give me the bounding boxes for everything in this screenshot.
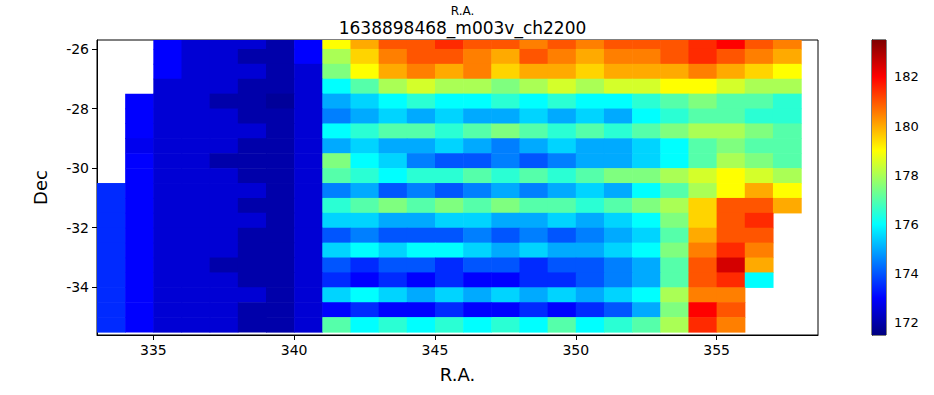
svg-text:-34: -34 xyxy=(66,279,89,295)
svg-text:-32: -32 xyxy=(66,220,89,236)
svg-text:345: 345 xyxy=(422,342,449,358)
svg-text:-30: -30 xyxy=(66,160,89,176)
svg-text:R.A.: R.A. xyxy=(451,4,475,18)
svg-text:355: 355 xyxy=(703,342,730,358)
svg-text:180: 180 xyxy=(894,119,919,134)
svg-text:172: 172 xyxy=(894,315,919,330)
svg-text:176: 176 xyxy=(894,217,919,232)
svg-text:Dec: Dec xyxy=(30,170,51,205)
svg-text:182: 182 xyxy=(894,69,919,84)
svg-text:335: 335 xyxy=(140,342,167,358)
svg-text:-28: -28 xyxy=(66,101,89,117)
svg-text:174: 174 xyxy=(894,266,919,281)
svg-text:R.A.: R.A. xyxy=(440,364,475,385)
svg-text:178: 178 xyxy=(894,168,919,183)
svg-text:1638898468_m003v_ch2200: 1638898468_m003v_ch2200 xyxy=(339,18,587,39)
svg-text:-26: -26 xyxy=(66,41,89,57)
svg-text:340: 340 xyxy=(281,342,308,358)
svg-text:350: 350 xyxy=(562,342,589,358)
